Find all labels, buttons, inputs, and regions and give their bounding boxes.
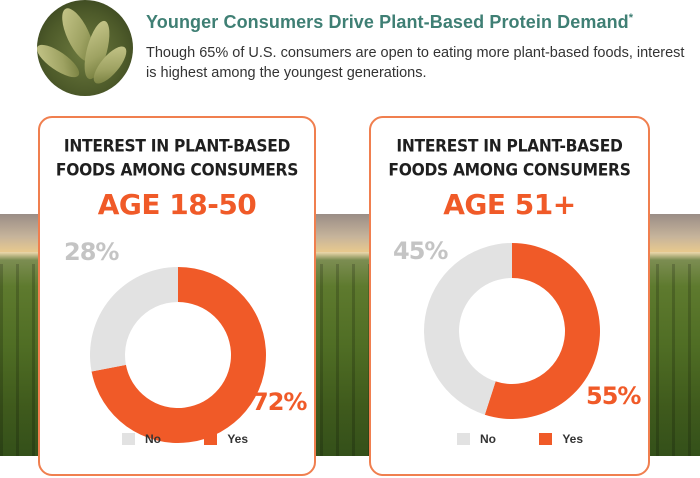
donut-chart: [90, 267, 267, 444]
page-subtitle: Though 65% of U.S. consumers are open to…: [146, 45, 685, 81]
chart-heading-line1: INTEREST IN PLANT-BASED: [63, 136, 291, 156]
chart-heading-line1: INTEREST IN PLANT-BASED: [396, 136, 623, 156]
age-group-label: AGE 18-50: [97, 188, 257, 221]
donut-chart: [424, 243, 601, 419]
legend-no: No: [122, 432, 161, 446]
chart-card-age-51-plus: INTEREST IN PLANT-BASED FOODS AMONG CONS…: [369, 116, 650, 476]
chart-heading: INTEREST IN PLANT-BASED FOODS AMONG CONS…: [371, 134, 648, 182]
legend-yes: Yes: [539, 432, 583, 446]
chart-heading-line2: FOODS AMONG CONSUMERS: [55, 160, 299, 180]
no-percent-label: 28%: [64, 238, 119, 266]
donut-slice-no: [424, 243, 512, 415]
yes-percent-label: 72%: [252, 388, 307, 416]
donut-slice-yes: [484, 243, 601, 419]
legend-yes: Yes: [204, 432, 248, 446]
yes-percent-label: 55%: [586, 382, 641, 410]
chart-legend: No Yes: [122, 432, 288, 446]
legend-no: No: [457, 432, 496, 446]
page-title: Younger Consumers Drive Plant-Based Prot…: [146, 12, 634, 32]
donut-slice-yes: [91, 267, 267, 444]
chart-card-age-18-50: INTEREST IN PLANT-BASED FOODS AMONG CONS…: [38, 116, 316, 476]
no-percent-label: 45%: [393, 237, 448, 265]
legend-swatch-no: [122, 433, 135, 445]
chart-heading-line2: FOODS AMONG CONSUMERS: [388, 160, 631, 180]
legend-swatch-no: [457, 433, 470, 445]
legend-swatch-yes: [539, 433, 553, 445]
soybean-pods-image: [37, 0, 133, 96]
chart-legend: No Yes: [457, 432, 623, 446]
legend-swatch-yes: [204, 433, 218, 445]
donut-slice-no: [90, 267, 178, 372]
chart-heading: INTEREST IN PLANT-BASED FOODS AMONG CONS…: [40, 134, 314, 182]
footnote-mark: *: [628, 12, 634, 24]
age-group-label: AGE 51+: [443, 188, 576, 221]
